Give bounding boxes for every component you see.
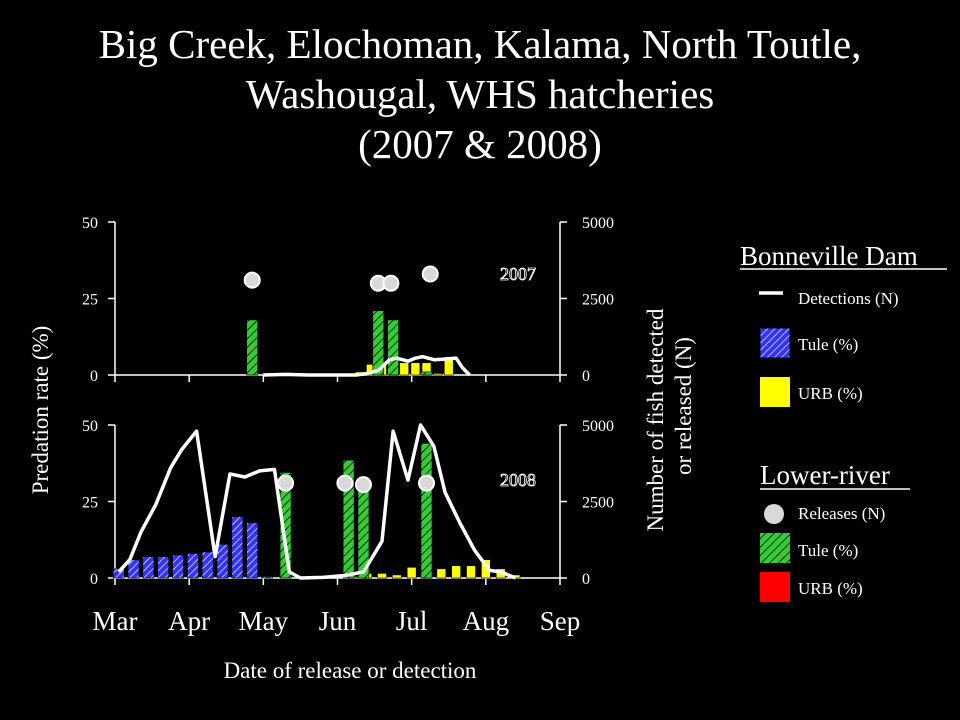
legend-label-lower-river-urb: URB (%) [798, 579, 863, 598]
legend-swatch-bonneville-urb [760, 377, 790, 407]
legend-swatch-lower-river-tule [760, 533, 790, 563]
bar-bonneville-dam-tule [201, 551, 214, 579]
legend-label-releases: Releases (N) [798, 504, 885, 523]
legend-swatch-bonneville-tule [759, 327, 791, 359]
bar-bonneville-dam-urb [432, 373, 443, 376]
bar-bonneville-dam-urb [392, 574, 402, 579]
bar-bonneville-dam-tule [157, 556, 170, 579]
bar-bonneville-dam-tule [142, 556, 155, 579]
release-marker [277, 474, 295, 492]
bar-bonneville-dam-tule [231, 516, 244, 579]
detections-line [263, 354, 471, 377]
legend-heading-bonneville: Bonneville Dam [740, 241, 918, 271]
detections-line [117, 423, 517, 580]
y-tick-label-left: 50 [82, 215, 98, 232]
y-tick-label-left: 50 [82, 418, 98, 435]
bar-bonneville-dam-urb [436, 568, 447, 579]
bar-bonneville-dam-tule [187, 553, 199, 579]
y-tick-label-right: 5000 [582, 418, 614, 435]
legend-label-lower-river-tule: Tule (%) [798, 541, 858, 560]
bar-bonneville-dam-tule [112, 568, 125, 579]
x-tick-label: Jun [319, 606, 357, 636]
bar-bonneville-dam-tule [216, 544, 229, 579]
y-tick-label-left: 25 [82, 495, 98, 512]
bar-bonneville-dam-urb [466, 565, 476, 579]
x-tick-label: Mar [93, 606, 138, 636]
panel-2008: 0 25 50 0 2500 5000 2008 [82, 418, 614, 588]
release-marker [336, 474, 354, 492]
x-tick-label: Jul [396, 606, 428, 636]
legend-swatch-releases [764, 504, 784, 524]
y-tick-label-right: 2500 [582, 495, 614, 512]
y-axis-left-label: Predation rate (%) [28, 326, 53, 495]
x-tick-label: May [239, 606, 289, 636]
x-tick-label: Aug [463, 606, 510, 636]
x-tick-label: Apr [168, 606, 210, 636]
y-tick-label-right: 0 [582, 368, 590, 385]
bar-lower-river-tule [372, 310, 385, 376]
release-marker [243, 271, 261, 289]
y-tick-label-left: 0 [90, 571, 98, 588]
bar-bonneville-dam-urb [399, 362, 410, 376]
release-marker [354, 476, 372, 494]
bar-bonneville-dam-tule [172, 554, 184, 579]
bar-bonneville-dam-tule [261, 576, 273, 579]
y-tick-label-right: 2500 [582, 292, 614, 309]
x-axis-label: Date of release or detection [224, 658, 477, 683]
panel-label: 2007 [500, 264, 536, 284]
bar-lower-river-tule [342, 459, 355, 579]
bar-lower-river-tule [387, 319, 399, 376]
legend-label-detections: Detections (N) [798, 289, 899, 308]
bar-bonneville-dam-urb [377, 573, 387, 579]
legend-label-bonneville-tule: Tule (%) [798, 335, 858, 354]
panel-2007: 0 25 50 0 2500 5000 2007 [82, 215, 614, 385]
chart-title-line-2: Washougal, WHS hatcheries [246, 71, 714, 117]
legend-label-bonneville-urb: URB (%) [798, 384, 863, 403]
release-marker [382, 274, 400, 292]
release-marker [418, 474, 435, 492]
y-axis-right-label-line-2: or released (N) [671, 337, 696, 475]
bar-bonneville-dam-tule [127, 559, 140, 579]
y-axis-right-label-line-1: Number of fish detected [643, 308, 668, 531]
bar-bonneville-dam-urb [451, 565, 461, 579]
y-tick-label-right: 5000 [582, 215, 614, 232]
bar-bonneville-dam-tule [246, 522, 259, 579]
legend-heading-lower-river: Lower-river [760, 460, 890, 490]
bar-lower-river-tule [246, 319, 259, 376]
chart-title-line-3: (2007 & 2008) [358, 121, 602, 167]
release-marker [421, 265, 439, 283]
legend: Bonneville Dam Detections (N) Tule (%) U… [740, 241, 947, 602]
bar-lower-river-tule [420, 443, 433, 579]
chart-title-line-1: Big Creek, Elochoman, Kalama, North Tout… [99, 21, 862, 67]
legend-swatch-lower-river-urb [760, 572, 790, 602]
x-axis-tick-labels: Mar Apr May Jun Jul Aug Sep [93, 606, 581, 636]
panel-label: 2008 [500, 470, 536, 490]
y-tick-label-left: 0 [90, 368, 98, 385]
bar-lower-river-tule [279, 472, 292, 579]
bar-bonneville-dam-urb [443, 356, 454, 376]
bar-bonneville-dam-urb [410, 362, 421, 376]
y-tick-label-left: 25 [82, 292, 98, 309]
bar-lower-river-tule [420, 371, 433, 376]
bar-bonneville-dam-urb [406, 566, 417, 579]
y-tick-label-right: 0 [582, 571, 590, 588]
x-tick-label: Sep [540, 606, 581, 636]
